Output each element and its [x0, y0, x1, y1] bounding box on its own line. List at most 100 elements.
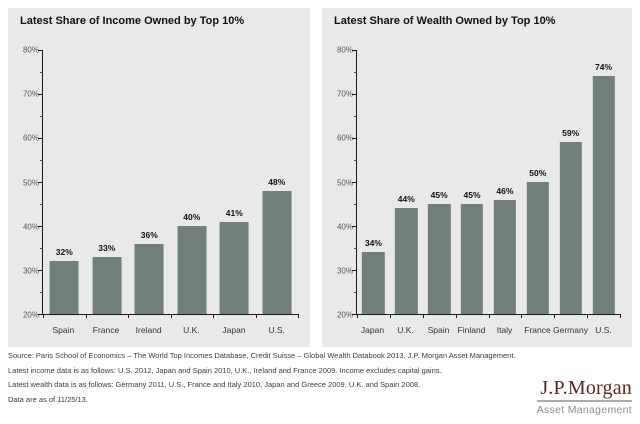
bar-value-label: 59% [562, 128, 580, 139]
bar-value-label: 32% [55, 247, 73, 258]
x-axis-tick [620, 314, 621, 318]
plot-area: 32% 33% 36% 40% 41% 48% [38, 50, 299, 318]
y-axis-minor-tick [40, 248, 43, 249]
x-axis-category-label: U.S. [595, 325, 612, 335]
x-axis-tick [85, 314, 87, 318]
x-axis-tick [298, 314, 299, 318]
x-axis-category-label: France [524, 325, 551, 335]
bar-value-label: 34% [364, 238, 382, 249]
income-chart: 20% 30% 40% 50% 60% 70% 80% 32% 33% 36% 40% 41% 48% S… [16, 46, 300, 343]
wealth-chart-panel: Latest Share of Wealth Owned by Top 10% … [322, 8, 632, 347]
income-chart-title: Latest Share of Income Owned by Top 10% [20, 15, 245, 27]
jpmorgan-wordmark: J.P.Morgan [540, 377, 632, 399]
y-axis-minor-tick [354, 72, 357, 73]
x-axis-category-label: Japan [222, 325, 246, 335]
x-axis-category-label: Spain [427, 325, 450, 335]
bar [134, 243, 164, 314]
bar [219, 221, 249, 314]
y-axis: 20% 30% 40% 50% 60% 70% 80% [16, 46, 42, 320]
y-axis-minor-tick [354, 116, 357, 117]
y-axis-minor-tick [40, 292, 43, 293]
x-axis-category-label: Spain [52, 325, 75, 335]
y-axis-major-tick [352, 226, 357, 227]
y-axis-tick-label: 60% [336, 133, 353, 143]
bar-value-label: 33% [98, 242, 116, 253]
bar [362, 252, 385, 314]
plot-area: 34% 44% 45% 45% 46% 50% 59% 74% [352, 50, 621, 318]
bar-value-label: 48% [268, 176, 286, 187]
bar-value-label: 36% [140, 229, 158, 240]
y-axis-major-tick [38, 94, 43, 95]
x-axis-category-label: France [92, 325, 120, 335]
y-axis-major-tick [38, 182, 43, 183]
x-axis: Japan U.K. Spain Finland Italy France Germany U… [356, 319, 620, 343]
as-of-date-note: Data are as of 11/25/13. [8, 394, 88, 404]
y-axis-tick-label: 30% [22, 266, 39, 276]
x-axis-category-label: Japan [360, 325, 385, 335]
wealth-chart-title: Latest Share of Wealth Owned by Top 10% [334, 15, 556, 27]
bar [526, 182, 549, 314]
x-axis-tick [587, 314, 589, 318]
y-axis-major-tick [38, 226, 43, 227]
bar-value-label: 46% [496, 185, 514, 196]
bar [428, 204, 451, 314]
jpmorgan-subtitle: Asset Management [536, 404, 632, 416]
y-axis-major-tick [352, 270, 357, 271]
x-axis-category-label: U.K. [183, 325, 200, 335]
bar-value-label: 45% [430, 190, 448, 200]
y-axis-tick-label: 50% [22, 178, 39, 187]
y-axis-major-tick [352, 314, 357, 315]
bar-value-label: 44% [397, 194, 415, 205]
y-axis-major-tick [38, 270, 43, 271]
x-axis-category-label: Finland [457, 325, 486, 335]
x-axis-category-label: Italy [496, 325, 513, 335]
x-axis-tick [554, 314, 556, 318]
x-axis-tick [521, 314, 523, 318]
footnotes: Source: Paris School of Economics – The … [8, 351, 516, 409]
y-axis-major-tick [38, 138, 43, 139]
wealth-data-note: Latest wealth data is as follows: German… [8, 380, 421, 389]
y-axis-major-tick [38, 314, 43, 315]
bar-value-label: 45% [463, 190, 481, 200]
x-axis-category-label: Germany [553, 325, 588, 335]
y-axis-major-tick [352, 138, 357, 139]
y-axis-minor-tick [40, 116, 43, 117]
source-note: Source: Paris School of Economics – The … [8, 351, 516, 360]
x-axis-category-label: U.S. [268, 325, 285, 335]
y-axis-minor-tick [354, 204, 357, 205]
y-axis-minor-tick [40, 204, 43, 205]
income-data-note: Latest income data is as follows: U.S. 2… [8, 365, 442, 375]
y-axis-tick-label: 80% [22, 45, 39, 55]
bar [592, 76, 615, 314]
x-axis-tick [255, 314, 257, 318]
wealth-chart: 20% 30% 40% 50% 60% 70% 80% 34% 44% 45% 45% 46% 50% 5… [330, 46, 622, 343]
y-axis-tick-label: 60% [22, 133, 39, 143]
bar [49, 261, 79, 314]
logo-divider [536, 400, 632, 402]
y-axis-minor-tick [354, 292, 357, 293]
y-axis-minor-tick [354, 160, 357, 161]
x-axis-tick [422, 314, 424, 318]
x-axis-tick [389, 314, 391, 318]
bar [559, 142, 582, 314]
bar-value-label: 41% [225, 207, 243, 218]
x-axis-tick [213, 314, 214, 318]
bar [493, 199, 517, 314]
x-axis-tick [488, 314, 490, 318]
y-axis-minor-tick [40, 72, 43, 73]
y-axis-tick-label: 20% [336, 310, 353, 320]
y-axis-tick-label: 40% [336, 222, 353, 232]
bar-value-label: 40% [183, 212, 201, 223]
bar [177, 226, 207, 314]
jpmorgan-logo: J.P.Morgan Asset Management [536, 377, 632, 416]
bar-value-label: 74% [595, 62, 613, 73]
x-axis-tick [170, 314, 172, 318]
y-axis-tick-label: 50% [336, 178, 353, 187]
x-axis-tick [357, 314, 358, 318]
y-axis-tick-label: 20% [22, 310, 39, 320]
x-axis-tick [43, 314, 44, 318]
y-axis-major-tick [352, 182, 357, 183]
y-axis-minor-tick [354, 248, 357, 249]
y-axis-minor-tick [40, 160, 43, 161]
bar-value-label: 50% [529, 168, 547, 178]
